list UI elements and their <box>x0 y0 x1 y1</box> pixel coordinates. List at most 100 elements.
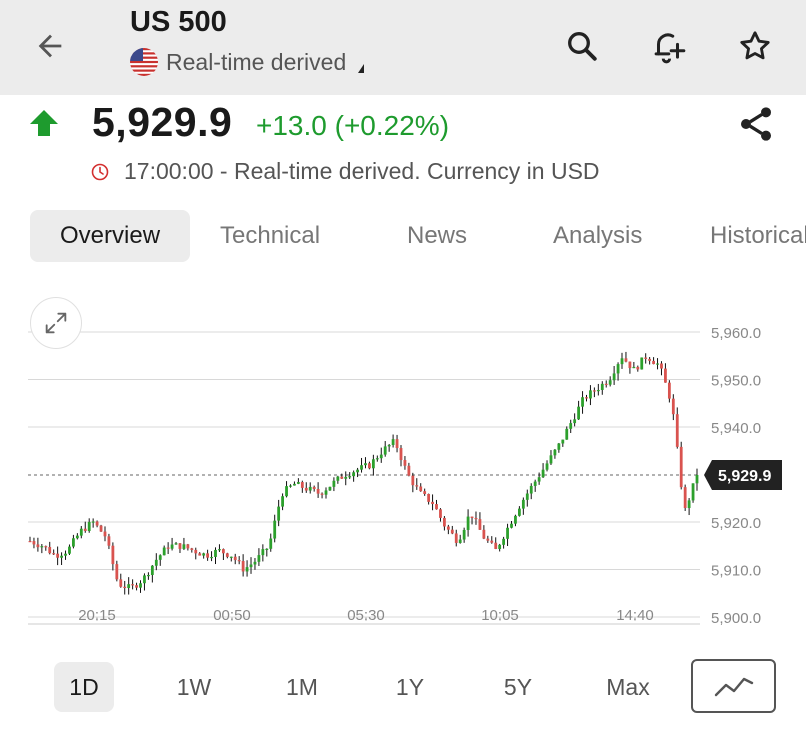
range-1w[interactable]: 1W <box>176 674 212 700</box>
candle-body <box>664 368 667 383</box>
candle-body <box>64 553 67 556</box>
candle-body <box>498 544 502 549</box>
candle-body <box>111 545 115 565</box>
y-tick-label: 5,910.0 <box>711 563 761 580</box>
expand-chart-button[interactable] <box>30 297 82 349</box>
candle-body <box>360 465 363 470</box>
candle-body <box>510 523 513 528</box>
line-chart-icon <box>714 677 753 697</box>
candle-body <box>300 482 304 488</box>
candle-body <box>178 543 182 549</box>
candle-body <box>32 541 36 545</box>
price-chart[interactable]: 5,960.05,950.05,940.05,930.05,920.05,910… <box>0 290 806 635</box>
candle-body <box>549 455 553 464</box>
candle-body <box>521 499 525 509</box>
chart-type-button[interactable] <box>691 659 776 713</box>
share-button[interactable] <box>736 104 776 144</box>
tab-overview[interactable]: Overview <box>30 210 191 262</box>
candle-body <box>683 487 687 509</box>
y-tick-label: 5,920.0 <box>711 515 761 532</box>
candle-body <box>40 546 44 548</box>
candle-body <box>450 529 454 534</box>
x-tick-label: 20:15 <box>78 607 116 624</box>
candle-body <box>158 555 162 560</box>
candle-body <box>75 535 79 539</box>
candle-body <box>150 565 154 575</box>
candle-body <box>379 454 383 459</box>
section-tabs: Overview Technical News Analysis Histori… <box>30 210 806 262</box>
candle-body <box>383 446 387 455</box>
candle-body <box>304 487 308 491</box>
candle-body <box>56 553 60 558</box>
candle-body <box>415 485 419 487</box>
candle-body <box>656 363 659 365</box>
last-price-tag <box>704 459 782 490</box>
candle-body <box>411 475 415 486</box>
candle-body <box>44 546 48 548</box>
candle-body <box>127 584 131 588</box>
expand-icon <box>45 312 67 334</box>
last-price-tag-label: 5,929.9 <box>718 468 771 485</box>
tab-technical[interactable]: Technical <box>220 222 321 249</box>
share-icon <box>741 107 771 141</box>
candle-body <box>198 553 202 556</box>
candle-body <box>569 423 573 429</box>
candle-body <box>419 486 423 492</box>
candle-body <box>462 529 466 540</box>
candle-body <box>87 521 91 531</box>
candle-body <box>608 380 612 385</box>
candle-body <box>368 463 371 469</box>
range-1d[interactable]: 1D <box>54 662 114 712</box>
candle-body <box>206 553 210 558</box>
range-1m[interactable]: 1M <box>286 674 318 700</box>
back-button[interactable] <box>30 26 70 66</box>
candle-body <box>443 517 446 527</box>
candle-body <box>667 382 671 399</box>
instrument-title: US 500 <box>130 6 227 38</box>
x-tick-label: 10:05 <box>481 607 519 624</box>
candle-body <box>265 548 269 551</box>
candle-body <box>431 501 434 505</box>
candle-body <box>72 538 75 547</box>
candle-body <box>103 531 107 537</box>
range-5y[interactable]: 5Y <box>503 674 533 700</box>
candle-body <box>687 500 691 509</box>
candle-body <box>202 553 206 556</box>
candle-body <box>344 476 348 479</box>
candle-body <box>316 488 320 494</box>
candle-body <box>537 477 541 482</box>
tab-analysis[interactable]: Analysis <box>553 222 643 249</box>
candle-body <box>68 546 71 554</box>
tab-news[interactable]: News <box>407 222 468 249</box>
candle-body <box>320 493 324 495</box>
watchlist-button[interactable] <box>735 26 775 66</box>
candle-body <box>289 485 292 487</box>
candle-body <box>553 449 557 456</box>
candle-body <box>166 547 170 549</box>
candle-body <box>143 575 146 584</box>
range-max[interactable]: Max <box>606 674 650 700</box>
candle-body <box>371 459 375 469</box>
candle-body <box>600 383 604 390</box>
candle-body <box>312 486 316 489</box>
candle-body <box>241 561 245 572</box>
y-tick-label: 5,950.0 <box>711 373 761 390</box>
candle-body <box>83 528 87 531</box>
range-1y[interactable]: 1Y <box>395 674 425 700</box>
candle-body <box>565 428 569 440</box>
candle-body <box>632 366 636 369</box>
candle-body <box>628 361 632 369</box>
data-source-selector[interactable]: Real-time derived <box>130 48 365 76</box>
candle-body <box>154 559 158 566</box>
candle-body <box>237 560 241 562</box>
price-change: +13.0 (+0.22%) <box>256 110 450 141</box>
candle-body <box>517 508 521 516</box>
quote-time-text: 17:00:00 - Real-time derived. Currency i… <box>124 158 600 184</box>
search-button[interactable] <box>562 26 602 66</box>
tab-historical[interactable]: Historical <box>710 222 806 249</box>
candle-body <box>364 463 367 466</box>
candle-body <box>486 538 490 541</box>
add-alert-button[interactable] <box>648 26 688 66</box>
candle-body <box>229 556 233 558</box>
candle-body <box>221 549 225 554</box>
